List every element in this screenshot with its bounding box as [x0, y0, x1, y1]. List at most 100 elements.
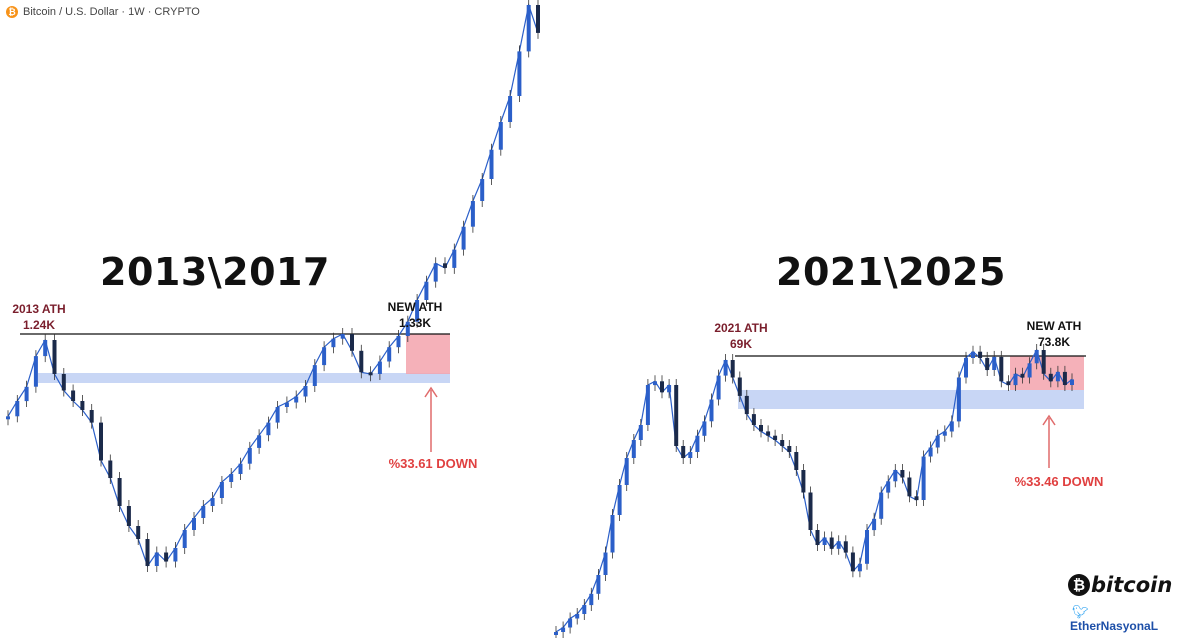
candle	[312, 365, 317, 386]
chart-panel-2013-2017	[6, 0, 540, 572]
candle	[136, 526, 141, 539]
candle	[999, 356, 1004, 382]
candle	[978, 351, 983, 358]
candle	[985, 357, 990, 370]
candle	[766, 431, 771, 436]
candle	[751, 414, 756, 425]
candle	[617, 485, 622, 515]
candle	[294, 396, 299, 403]
candle	[126, 506, 131, 526]
candle	[303, 386, 308, 397]
candle	[949, 421, 954, 432]
candle	[808, 492, 813, 530]
candle	[387, 347, 392, 362]
candle	[368, 372, 373, 376]
candle	[201, 506, 206, 518]
candle	[284, 402, 289, 407]
candle	[893, 470, 898, 482]
candle	[638, 425, 643, 440]
new-ath-label: NEW ATH 1.33K	[387, 300, 443, 330]
candle	[836, 541, 841, 549]
candle	[653, 381, 657, 386]
candle	[154, 552, 159, 566]
candle	[1070, 379, 1074, 385]
candle	[61, 374, 66, 391]
candle	[631, 440, 636, 458]
new-ath-label: NEW ATH 73.8K	[1026, 319, 1082, 349]
candle	[737, 377, 742, 396]
candle	[108, 460, 113, 478]
candle	[914, 496, 919, 501]
drawdown-label: %33.46 DOWN	[1014, 474, 1104, 489]
candle	[879, 492, 884, 519]
candle	[536, 5, 540, 33]
watermark-text: EtherNasyonaL	[1070, 619, 1159, 633]
candle	[43, 340, 48, 357]
candle	[117, 478, 122, 506]
candle	[857, 563, 862, 572]
candle	[433, 263, 438, 282]
candle	[1013, 373, 1018, 386]
new-ath-red-zone	[406, 334, 450, 374]
candle	[6, 416, 10, 420]
candle	[645, 385, 650, 425]
candle	[192, 518, 196, 530]
candle	[229, 474, 234, 482]
candle	[15, 401, 20, 417]
candle	[886, 481, 891, 493]
candle	[829, 537, 834, 549]
candle	[498, 122, 503, 150]
candle	[956, 377, 961, 422]
candle	[443, 263, 447, 268]
candle	[461, 226, 466, 250]
candle	[921, 456, 926, 500]
candle	[971, 351, 975, 358]
candle	[935, 435, 940, 448]
down-arrow-head	[424, 386, 438, 398]
candle	[624, 458, 629, 485]
previous-ath-label: 2021 ATH 69K	[714, 321, 768, 351]
candle	[1006, 381, 1011, 386]
symbol-header[interactable]: ₿ Bitcoin / U.S. Dollar · 1W · CRYPTO	[6, 4, 200, 20]
candle	[470, 201, 475, 227]
candle	[424, 281, 429, 300]
candle	[596, 575, 601, 594]
candle	[52, 340, 57, 374]
candle	[964, 357, 968, 378]
bitcoin-logo: ₿ bitcoin	[1068, 573, 1172, 597]
candle	[1020, 373, 1025, 378]
watermark: 🐦︎ EtherNasyonaL	[1068, 604, 1188, 634]
candle	[589, 593, 594, 606]
candle	[517, 51, 522, 96]
bitcoin-logo-text: bitcoin	[1091, 573, 1173, 597]
candle	[219, 482, 224, 498]
candle	[667, 385, 672, 393]
candles-2021-2025	[554, 344, 1074, 638]
candle	[815, 530, 820, 545]
candle	[780, 440, 785, 446]
candle	[773, 435, 778, 440]
candle	[350, 334, 354, 351]
candle	[695, 435, 700, 452]
bitcoin-icon: ₿	[6, 6, 18, 18]
candles-2013-2017	[6, 0, 540, 572]
candle	[610, 515, 615, 553]
candle	[480, 179, 485, 201]
candle	[452, 249, 457, 268]
drawdown-label: %33.61 DOWN	[388, 456, 478, 471]
candle	[759, 425, 763, 432]
candle	[145, 539, 150, 566]
chart-title-right: 2021\2025	[776, 250, 1006, 294]
previous-ath-label: 2013 ATH 1.24K	[12, 302, 66, 332]
candle	[182, 530, 187, 548]
candle	[340, 334, 345, 339]
candle	[80, 401, 85, 410]
candle	[71, 390, 76, 401]
candle	[907, 477, 912, 497]
candle	[575, 614, 580, 619]
candle	[674, 385, 679, 446]
candle	[266, 422, 271, 436]
candle	[709, 399, 714, 422]
candle	[359, 350, 364, 373]
